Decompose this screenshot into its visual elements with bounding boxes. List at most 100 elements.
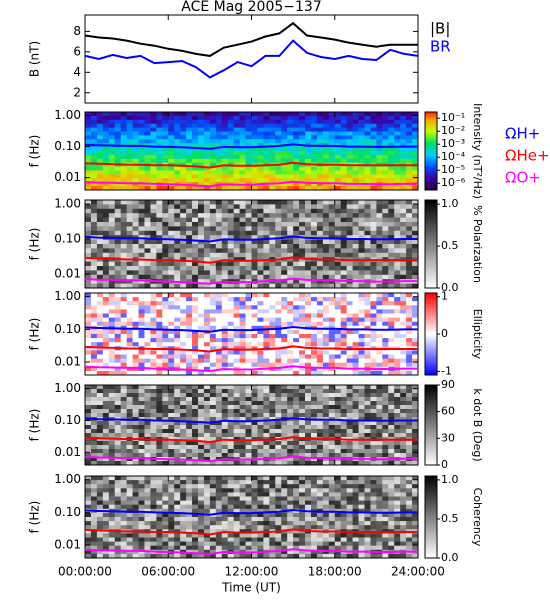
texture-cell (115, 342, 121, 347)
texture-cell (293, 112, 299, 116)
texture-cell (144, 480, 150, 485)
texture-cell (91, 421, 97, 426)
texture-cell (293, 128, 299, 132)
texture-cell (269, 393, 275, 398)
texture-cell (121, 248, 127, 253)
texture-cell (382, 262, 388, 267)
texture-cell (144, 147, 150, 151)
texture-cell (287, 171, 293, 175)
texture-cell (156, 397, 162, 402)
texture-cell (347, 305, 353, 310)
y-tick-label: 0.10 (54, 322, 81, 336)
texture-cell (281, 167, 287, 171)
texture-cell (311, 248, 317, 253)
texture-cell (335, 318, 341, 323)
texture-cell (168, 484, 174, 489)
texture-cell (246, 231, 252, 236)
texture-cell (139, 429, 145, 434)
texture-cell (234, 120, 240, 124)
texture-cell (168, 480, 174, 485)
texture-cell (210, 359, 216, 364)
texture-cell (240, 124, 246, 128)
texture-cell (115, 305, 121, 310)
texture-cell (85, 147, 91, 151)
texture-cell (85, 132, 91, 136)
texture-cell (210, 275, 216, 280)
texture-cell (115, 501, 121, 506)
texture-cell (394, 167, 400, 171)
texture-cell (317, 266, 323, 271)
texture-cell (228, 393, 234, 398)
texture-cell (150, 293, 156, 298)
texture-cell (198, 389, 204, 394)
texture-cell (269, 363, 275, 368)
texture-cell (353, 116, 359, 120)
texture-cell (287, 222, 293, 227)
texture-cell (240, 226, 246, 231)
texture-cell (376, 116, 382, 120)
texture-cell (133, 159, 139, 163)
texture-cell (156, 132, 162, 136)
texture-cell (121, 174, 127, 178)
texture-cell (388, 305, 394, 310)
texture-cell (216, 128, 222, 132)
texture-cell (257, 167, 263, 171)
texture-cell (109, 204, 115, 209)
texture-cell (382, 297, 388, 302)
texture-cell (269, 453, 275, 458)
texture-cell (335, 476, 341, 481)
texture-cell (400, 433, 406, 438)
texture-cell (103, 167, 109, 171)
texture-cell (347, 449, 353, 454)
texture-cell (222, 248, 228, 253)
texture-cell (115, 128, 121, 132)
texture-cell (97, 120, 103, 124)
texture-cell (263, 449, 269, 454)
texture-cell (186, 449, 192, 454)
texture-cell (240, 275, 246, 280)
texture-cell (97, 253, 103, 258)
texture-cell (257, 309, 263, 314)
texture-cell (186, 248, 192, 253)
texture-cell (228, 355, 234, 360)
texture-cell (388, 309, 394, 314)
texture-cell (388, 322, 394, 327)
texture-cell (359, 359, 365, 364)
texture-cell (180, 226, 186, 231)
texture-cell (335, 112, 341, 116)
texture-cell (281, 330, 287, 335)
texture-cell (109, 492, 115, 497)
texture-cell (133, 480, 139, 485)
texture-cell (139, 330, 145, 335)
texture-cell (382, 266, 388, 271)
texture-cell (150, 167, 156, 171)
texture-cell (150, 322, 156, 327)
texture-cell (240, 159, 246, 163)
texture-cell (162, 178, 168, 182)
texture-cell (162, 409, 168, 414)
texture-cell (234, 253, 240, 258)
texture-cell (269, 322, 275, 327)
texture-cell (269, 112, 275, 116)
texture-cell (275, 484, 281, 489)
texture-cell (335, 350, 341, 355)
texture-cell (257, 151, 263, 155)
texture-cell (341, 174, 347, 178)
texture-cell (347, 266, 353, 271)
texture-cell (133, 218, 139, 223)
texture-cell (162, 338, 168, 343)
texture-cell (370, 209, 376, 214)
texture-cell (240, 492, 246, 497)
texture-cell (91, 322, 97, 327)
texture-cell (263, 425, 269, 430)
texture-cell (252, 178, 258, 182)
texture-cell (133, 355, 139, 360)
texture-cell (97, 305, 103, 310)
texture-cell (121, 253, 127, 258)
texture-cell (150, 413, 156, 418)
texture-cell (85, 334, 91, 339)
texture-cell (329, 135, 335, 139)
texture-cell (186, 445, 192, 450)
texture-cell (127, 231, 133, 236)
texture-cell (121, 330, 127, 335)
